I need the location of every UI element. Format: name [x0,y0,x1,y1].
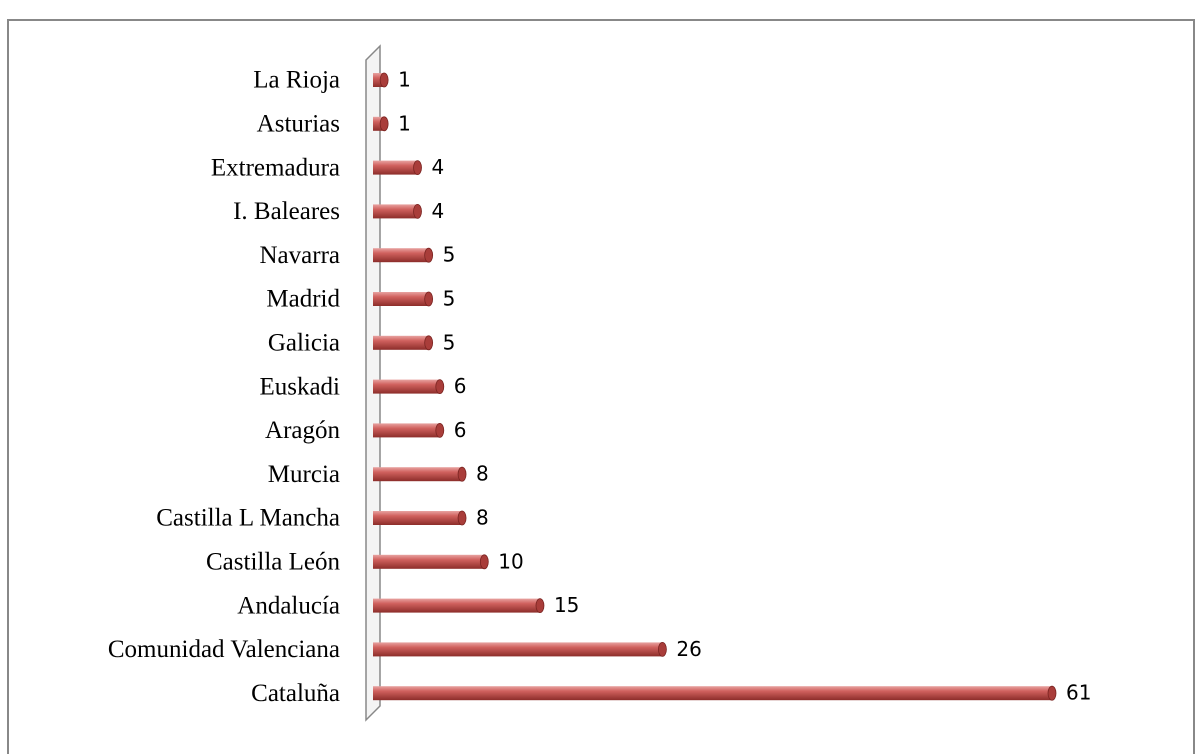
bar-cap [413,203,422,219]
y-tick-label: Aragón [265,417,340,444]
bar [373,422,445,438]
data-label: 4 [432,155,445,179]
bar [373,335,434,351]
bar-body [373,292,429,306]
bar-cap [379,116,389,132]
data-label: 6 [454,418,467,442]
bar-cap [457,510,467,526]
bar-cap [424,335,434,351]
y-tick-label: Murcia [268,461,340,488]
data-label: 26 [676,637,701,661]
bar-cap [658,642,667,657]
bar-body [373,642,663,657]
bar-cap [435,379,445,395]
data-label: 5 [443,330,456,354]
bar [373,203,422,219]
bar-body [373,248,429,263]
bar-body [373,511,463,525]
bar-body [373,379,440,394]
bar [373,642,667,657]
bar [373,291,434,307]
data-label: 8 [476,506,489,530]
bar-body [373,73,385,87]
bar [373,72,389,88]
bar-cap [435,422,445,438]
y-tick-label: Madrid [266,286,340,313]
bar-cap [379,72,389,88]
bar-body [373,423,440,438]
bar-body [373,467,463,482]
bar [373,116,389,132]
bar [373,510,467,526]
bar-body [373,204,418,219]
y-tick-label: Extremadura [211,154,340,181]
data-label: 8 [476,462,489,486]
bar-body [373,554,485,569]
y-tick-label: Andalucía [237,592,340,619]
data-label: 10 [498,549,523,573]
y-tick-label: Navarra [260,242,341,269]
bar [373,685,1057,701]
y-tick-label: Comunidad Valenciana [108,636,340,663]
bar-cap [479,554,489,570]
bar-body [373,598,540,613]
bar [373,379,445,395]
bar-cap [535,598,545,613]
bar-body [373,335,429,350]
data-label: 5 [443,243,456,267]
data-label: 1 [398,111,411,135]
y-tick-label: Galicia [268,330,340,357]
bar [373,598,545,613]
bar-body [373,116,385,131]
data-label: 1 [398,68,411,92]
bar [373,554,489,570]
bar [373,247,434,263]
data-label: 61 [1066,681,1091,705]
bar [373,466,467,482]
y-tick-label: Cataluña [251,680,340,707]
data-label: 15 [554,593,579,617]
chart-frame [7,19,1195,754]
y-tick-label: I. Baleares [233,198,340,225]
bar-cap [457,466,467,482]
data-label: 6 [454,374,467,398]
data-label: 5 [443,287,456,311]
bar [373,160,422,176]
data-label: 4 [432,199,445,223]
bar-body [373,686,1052,701]
y-tick-label: Euskadi [259,373,340,400]
bar-cap [1047,685,1057,701]
bar-cap [413,160,422,176]
y-tick-label: Asturias [257,111,340,138]
bar-cap [424,291,434,307]
bar-body [373,160,418,175]
y-tick-label: La Rioja [253,67,340,94]
y-tick-label: Castilla León [206,549,340,576]
y-tick-label: Castilla L Mancha [156,505,340,532]
bar-cap [424,247,434,263]
